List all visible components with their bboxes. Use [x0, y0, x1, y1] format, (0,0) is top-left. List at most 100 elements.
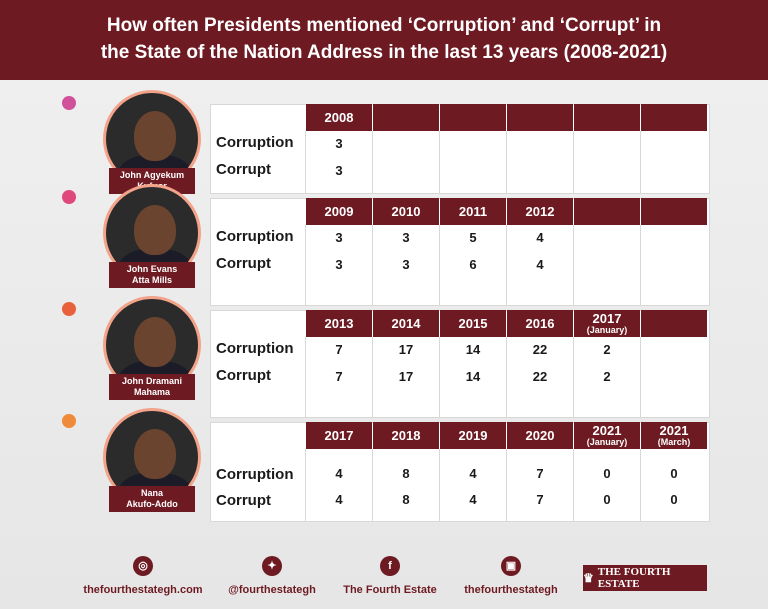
- year-header: 2011: [440, 198, 506, 225]
- facebook-icon: f: [380, 556, 400, 576]
- president-name-line-2: Atta Mills: [131, 275, 172, 285]
- corrupt-value: 7: [335, 369, 343, 384]
- column-divider: [372, 131, 373, 194]
- corrupt-value: 4: [335, 492, 343, 507]
- column-divider: [506, 337, 507, 418]
- year-header: 2012: [507, 198, 573, 225]
- year-header: 2014: [373, 310, 439, 337]
- corruption-label: Corruption: [216, 134, 294, 151]
- column-divider: [439, 449, 440, 522]
- title-line-1: How often Presidents mentioned ‘Corrupti…: [106, 15, 662, 36]
- president-name-line-1: John Evans: [126, 264, 178, 274]
- column-divider: [305, 131, 306, 194]
- column-divider: [640, 131, 641, 194]
- president-name-line-2: Mahama: [133, 387, 170, 397]
- corruption-value: 3: [335, 230, 343, 245]
- footer-website[interactable]: ◎ thefourthestategh.com: [78, 550, 208, 596]
- year-sublabel: (January): [586, 324, 628, 335]
- column-divider: [372, 337, 373, 418]
- year-header: [641, 310, 707, 337]
- column-divider: [640, 337, 641, 418]
- column-divider: [506, 131, 507, 194]
- corruption-value: 3: [335, 136, 343, 151]
- president-name-line-2: Akufo-Addo: [126, 499, 178, 509]
- corruption-label: Corruption: [216, 340, 294, 357]
- footer-facebook[interactable]: f The Fourth Estate: [338, 550, 442, 596]
- year-label: 2011: [458, 203, 488, 219]
- year-label: 2019: [458, 427, 488, 443]
- corruption-value: 8: [402, 466, 410, 481]
- year-header: 2010: [373, 198, 439, 225]
- corrupt-label: Corrupt: [216, 161, 271, 178]
- president-name-line-1: John Agyekum: [119, 170, 185, 180]
- corrupt-value: 14: [465, 369, 481, 384]
- globe-icon: ◎: [133, 556, 153, 576]
- section-dot: [62, 302, 76, 316]
- year-label: 2021: [659, 422, 689, 438]
- year-label: 2015: [458, 315, 488, 331]
- brand-mark-icon: ♛: [583, 570, 594, 585]
- corrupt-value: 3: [402, 257, 410, 272]
- corrupt-label: Corrupt: [216, 492, 271, 509]
- header: How often Presidents mentioned ‘Corrupti…: [0, 0, 768, 80]
- column-divider: [305, 337, 306, 418]
- year-label: 2010: [391, 203, 421, 219]
- year-label: 2017: [592, 310, 622, 326]
- year-label: 2008: [324, 109, 354, 125]
- column-divider: [372, 449, 373, 522]
- corruption-value: 2: [603, 342, 611, 357]
- corrupt-value: 3: [335, 163, 343, 178]
- column-divider: [573, 225, 574, 306]
- column-divider: [573, 337, 574, 418]
- year-label: 2013: [324, 315, 354, 331]
- year-header: 2021 (March): [641, 422, 707, 449]
- year-header: [440, 104, 506, 131]
- year-header: 2015: [440, 310, 506, 337]
- footer-instagram[interactable]: ▣ thefourthestategh: [456, 550, 566, 596]
- footer-twitter[interactable]: ✦ @fourthestategh: [222, 550, 322, 596]
- corrupt-value: 2: [603, 369, 611, 384]
- title-line-2: the State of the Nation Address in the l…: [100, 42, 668, 63]
- corruption-value: 0: [603, 466, 611, 481]
- year-header: [574, 198, 640, 225]
- corrupt-value: 7: [536, 492, 544, 507]
- twitter-icon: ✦: [262, 556, 282, 576]
- corrupt-label: Corrupt: [216, 367, 271, 384]
- year-header: [641, 198, 707, 225]
- column-divider: [506, 449, 507, 522]
- corruption-value: 4: [469, 466, 477, 481]
- column-divider: [640, 449, 641, 522]
- president-name: John Evans Atta Mills: [109, 262, 195, 288]
- president-name-line-1: Nana: [140, 488, 163, 498]
- year-header: [574, 104, 640, 131]
- section-dot: [62, 414, 76, 428]
- year-label: 2021: [592, 422, 622, 438]
- president-name: John Dramani Mahama: [109, 374, 195, 400]
- footer-website-text: thefourthestategh.com: [83, 584, 203, 596]
- year-header: [641, 104, 707, 131]
- column-divider: [640, 225, 641, 306]
- footer: ◎ thefourthestategh.com ✦ @fourthestateg…: [0, 550, 768, 609]
- corrupt-value: 0: [603, 492, 611, 507]
- corrupt-value: 8: [402, 492, 410, 507]
- section-dot: [62, 96, 76, 110]
- corruption-label: Corruption: [216, 228, 294, 245]
- corruption-label: Corruption: [216, 466, 294, 483]
- year-label: 2014: [391, 315, 421, 331]
- year-label: 2018: [391, 427, 421, 443]
- corruption-value: 17: [398, 342, 414, 357]
- year-header: 2009: [306, 198, 372, 225]
- column-divider: [573, 131, 574, 194]
- footer-facebook-text: The Fourth Estate: [343, 584, 437, 596]
- column-divider: [305, 225, 306, 306]
- year-header: 2020: [507, 422, 573, 449]
- year-sublabel: (January): [586, 436, 628, 447]
- year-header: 2017: [306, 422, 372, 449]
- column-divider: [439, 131, 440, 194]
- year-header: 2021 (January): [574, 422, 640, 449]
- year-label: 2009: [324, 203, 354, 219]
- year-header: 2018: [373, 422, 439, 449]
- corruption-value: 7: [536, 466, 544, 481]
- year-label: 2012: [525, 203, 555, 219]
- corrupt-value: 22: [532, 369, 548, 384]
